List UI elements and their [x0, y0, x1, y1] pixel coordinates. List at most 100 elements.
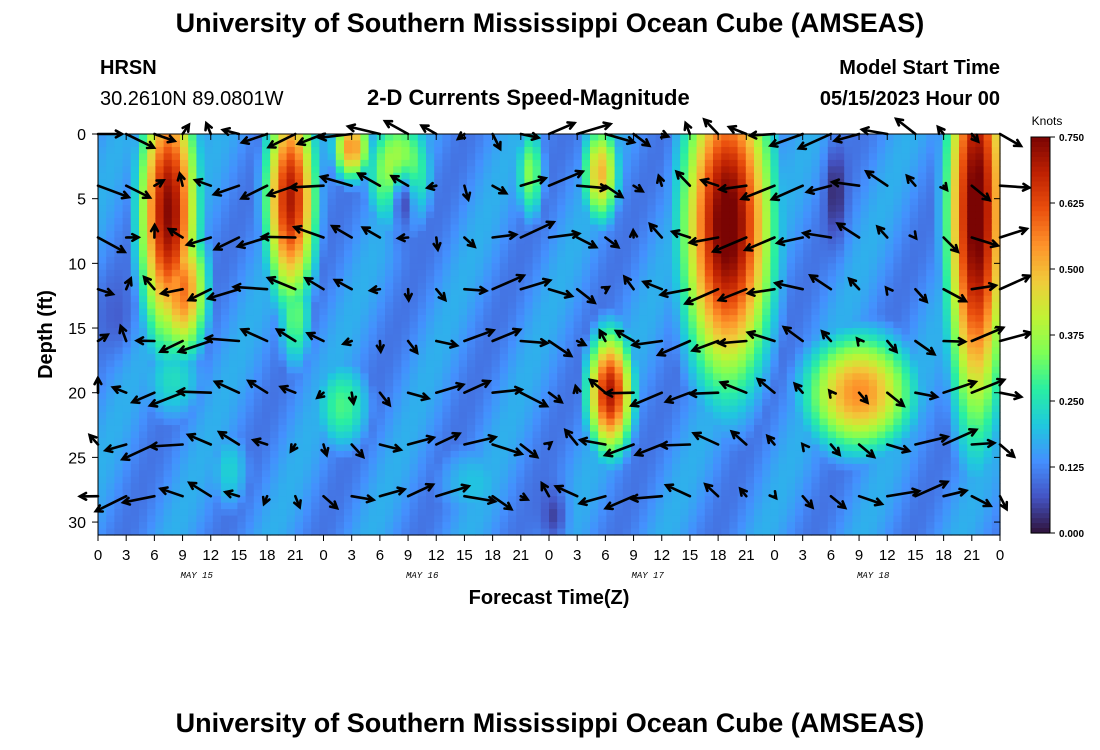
- heatmap-cell: [196, 425, 206, 433]
- heatmap-cell: [139, 315, 148, 323]
- heatmap-cell: [204, 496, 214, 504]
- heatmap-cell: [508, 476, 517, 484]
- heatmap-cell: [204, 418, 214, 426]
- heatmap-cell: [237, 146, 247, 155]
- heatmap-cell: [565, 353, 575, 361]
- heatmap-cell: [204, 444, 214, 452]
- heatmap-cell: [450, 522, 460, 530]
- heatmap-cell: [147, 373, 156, 381]
- heatmap-cell: [573, 315, 583, 323]
- heatmap-cell: [549, 437, 558, 446]
- heatmap-cell: [647, 211, 657, 219]
- heatmap-cell: [393, 140, 402, 148]
- heatmap-cell: [557, 425, 566, 433]
- heatmap-cell: [516, 509, 525, 517]
- heatmap-cell: [335, 192, 345, 200]
- heatmap-cell: [663, 166, 673, 174]
- heatmap-cell: [212, 366, 222, 374]
- heatmap-cell: [450, 153, 460, 161]
- heatmap-cell: [278, 321, 288, 329]
- heatmap-cell: [335, 489, 345, 497]
- heatmap-cell: [147, 198, 156, 206]
- heatmap-cell: [360, 366, 370, 374]
- heatmap-cell: [590, 399, 599, 407]
- heatmap-cell: [253, 502, 263, 510]
- heatmap-cell: [688, 243, 698, 252]
- heatmap-cell: [631, 470, 640, 478]
- heatmap-cell: [639, 289, 648, 297]
- heatmap-cell: [598, 347, 607, 355]
- heatmap-cell: [385, 476, 394, 484]
- heatmap-cell: [483, 528, 493, 536]
- heatmap-cell: [417, 496, 427, 504]
- heatmap-cell: [163, 276, 173, 284]
- heatmap-cell: [401, 489, 411, 497]
- heatmap-cell: [204, 198, 214, 206]
- heatmap-cell: [696, 192, 706, 200]
- heatmap-cell: [737, 166, 747, 174]
- heatmap-cell: [450, 179, 460, 187]
- heatmap-cell: [409, 302, 419, 310]
- heatmap-cell: [303, 295, 312, 303]
- heatmap-cell: [237, 347, 247, 355]
- heatmap-cell: [606, 425, 616, 433]
- heatmap-cell: [647, 185, 657, 193]
- heatmap-cell: [590, 146, 599, 155]
- heatmap-cell: [278, 282, 288, 290]
- heatmap-cell: [417, 224, 427, 232]
- heatmap-cell: [475, 399, 484, 407]
- heatmap-cell: [614, 379, 624, 387]
- heatmap-cell: [663, 425, 673, 433]
- heatmap-cell: [458, 146, 468, 155]
- heatmap-cell: [401, 463, 411, 471]
- heatmap-cell: [565, 334, 575, 342]
- heatmap-cell: [557, 489, 566, 497]
- heatmap-cell: [155, 315, 165, 323]
- heatmap-cell: [729, 418, 739, 426]
- heatmap-cell: [647, 405, 657, 413]
- heatmap-cell: [475, 528, 484, 536]
- heatmap-cell: [614, 360, 624, 368]
- heatmap-cell: [754, 231, 763, 239]
- heatmap-cell: [565, 399, 575, 407]
- heatmap-cell: [286, 166, 296, 174]
- heatmap-cell: [294, 334, 304, 342]
- heatmap-cell: [745, 450, 755, 458]
- heatmap-cell: [163, 418, 173, 426]
- heatmap-cell: [360, 437, 370, 446]
- heatmap-cell: [483, 489, 493, 497]
- heatmap-cell: [549, 347, 558, 355]
- heatmap-cell: [360, 470, 370, 478]
- heatmap-cell: [237, 509, 247, 517]
- heatmap-cell: [344, 463, 353, 471]
- heatmap-cell: [458, 515, 468, 523]
- heatmap-cell: [417, 379, 427, 387]
- heatmap-cell: [442, 172, 452, 180]
- heatmap-cell: [376, 315, 386, 323]
- heatmap-cell: [631, 179, 640, 187]
- heatmap-cell: [508, 159, 517, 167]
- heatmap-cell: [573, 450, 583, 458]
- heatmap-cell: [614, 418, 624, 426]
- heatmap-cell: [327, 276, 337, 284]
- heatmap-cell: [491, 263, 501, 271]
- heatmap-cell: [237, 198, 247, 206]
- heatmap-cell: [721, 412, 730, 420]
- heatmap-cell: [524, 315, 534, 323]
- heatmap-cell: [508, 489, 517, 497]
- heatmap-cell: [557, 502, 566, 510]
- heatmap-cell: [631, 476, 640, 484]
- heatmap-cell: [212, 399, 222, 407]
- heatmap-cell: [622, 263, 632, 271]
- heatmap-cell: [573, 134, 583, 142]
- heatmap-cell: [754, 198, 763, 206]
- heatmap-cell: [573, 515, 583, 523]
- heatmap-cell: [540, 470, 550, 478]
- heatmap-cell: [737, 211, 747, 219]
- heatmap-cell: [376, 418, 386, 426]
- heatmap-cell: [327, 340, 337, 349]
- heatmap-cell: [319, 153, 329, 161]
- heatmap-cell: [393, 386, 402, 394]
- heatmap-cell: [180, 470, 189, 478]
- heatmap-cell: [278, 198, 288, 206]
